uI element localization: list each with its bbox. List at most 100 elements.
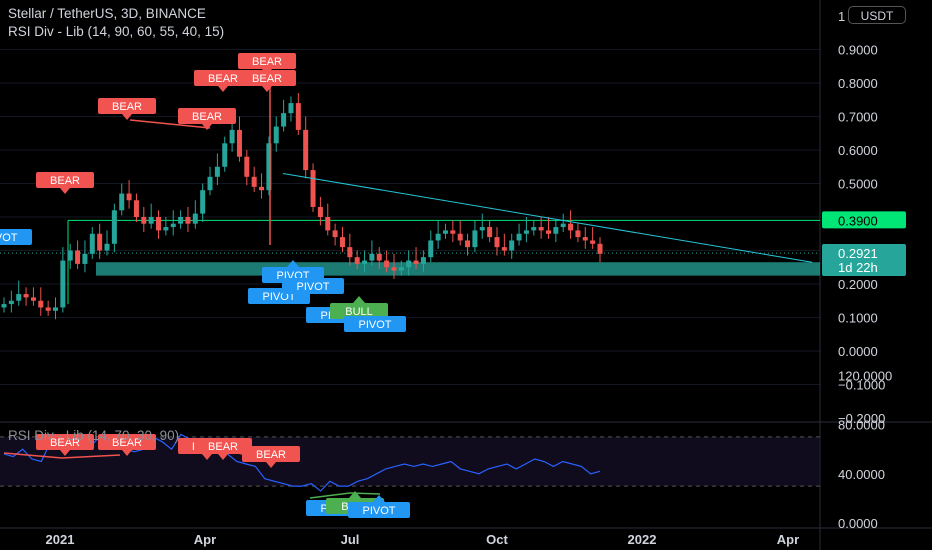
rsi-tick: 0.0000: [838, 516, 878, 531]
candle-body: [200, 190, 206, 214]
candle-body: [553, 227, 559, 234]
bull-marker-label: BULL: [345, 306, 373, 318]
bear-marker-label: BEAR: [252, 56, 282, 68]
bear-marker: [98, 98, 156, 114]
price-tick: 0.7000: [838, 110, 878, 125]
price-tick: 0.9000: [838, 43, 878, 58]
price-tick: 0.1000: [838, 311, 878, 326]
bull-marker-pointer: [349, 491, 361, 498]
candle-body: [281, 113, 287, 127]
candle-body: [597, 243, 603, 254]
time-tick: Jul: [341, 532, 360, 547]
candle-body: [30, 297, 36, 301]
candle-body: [391, 267, 397, 271]
time-tick: Apr: [777, 532, 799, 547]
pivot-marker: [348, 502, 410, 518]
candle-body: [148, 217, 154, 224]
bear-marker-label: BEAR: [252, 73, 282, 85]
bull-marker-pointer: [353, 296, 365, 303]
time-tick: Apr: [194, 532, 216, 547]
price-tick: 1: [838, 9, 845, 24]
candle-body: [531, 227, 537, 231]
rsi-divergence-line: [309, 492, 351, 499]
candle-body: [494, 237, 500, 248]
candle-body: [89, 233, 95, 254]
bull-marker: [330, 303, 388, 319]
candles: [1, 93, 603, 320]
bear-marker-label: BEAR: [112, 437, 142, 449]
last-price-text: 0.2921: [838, 246, 878, 261]
candle-body: [347, 247, 353, 258]
candle-body: [178, 217, 184, 224]
currency-button[interactable]: USDT: [848, 6, 906, 24]
candle-body: [16, 294, 22, 301]
bear-marker-label: BEAR: [208, 441, 238, 453]
candle-body: [104, 243, 110, 251]
candle-body: [435, 233, 441, 241]
bear-marker-pointer: [122, 450, 132, 456]
support-zone-box: [96, 262, 820, 276]
bear-marker-pointer: [60, 188, 70, 194]
candle-body: [398, 267, 404, 271]
candle-body: [23, 294, 29, 298]
rsi-tick: 40.0000: [838, 467, 885, 482]
candle-body: [156, 217, 162, 231]
rsi-divergence-line: [61, 454, 121, 459]
last-price-tag: [822, 244, 906, 276]
bear-marker-pointer: [60, 450, 70, 456]
bear-marker: [242, 446, 300, 462]
bear-marker-pointer: [202, 124, 212, 130]
candle-body: [126, 193, 132, 201]
time-tick: Oct: [486, 532, 508, 547]
candle-body: [163, 227, 169, 231]
pivot-marker-label: PIVOT: [0, 232, 18, 244]
candle-body: [413, 260, 419, 264]
level-price-text: 0.3900: [838, 213, 878, 228]
descending-trendline: [282, 172, 813, 263]
candle-body: [450, 230, 456, 234]
symbol-title: Stellar / TetherUS, 3D, BINANCE: [8, 6, 206, 21]
candle-body: [362, 260, 368, 264]
candle-body: [288, 103, 294, 114]
price-tick: −0.1000: [838, 378, 885, 393]
candle-body: [259, 186, 265, 191]
rsi-tick: 80.0000: [838, 418, 885, 433]
candle-body: [354, 257, 360, 264]
bear-marker-pointer: [122, 114, 132, 120]
candle-body: [82, 253, 88, 264]
signal-markers: PIVOT BEAR BEAR BEAR BEAR BEAR BEAR PIVOT PIVOT P…: [0, 53, 410, 518]
axes: 10.90000.80000.70000.60000.50000.40000.3…: [46, 9, 893, 547]
pivot-marker-label: PIVOT: [358, 319, 391, 331]
candle-body: [501, 247, 507, 251]
candle-body: [38, 300, 44, 308]
rsi-divergence-line: [3, 452, 63, 459]
price-tick: 0.6000: [838, 143, 878, 158]
candle-body: [141, 217, 147, 224]
candle-body: [560, 223, 566, 228]
bear-marker-label: BEAR: [50, 175, 80, 187]
bear-marker-label: BEAR: [256, 449, 286, 461]
price-tick: 0.8000: [838, 76, 878, 91]
candle-body: [75, 250, 81, 264]
candle-body: [229, 129, 235, 144]
price-tick: −0.2000: [838, 411, 885, 426]
candle-body: [516, 233, 522, 241]
candle-body: [119, 193, 125, 211]
candle-body: [266, 143, 272, 191]
bear-marker: [238, 53, 296, 69]
rsi-tick: 120.0000: [838, 368, 892, 383]
candle-body: [590, 240, 596, 244]
candle-body: [376, 253, 382, 261]
candle-body: [457, 233, 463, 241]
pivot-marker: [282, 278, 344, 294]
candle-body: [53, 307, 59, 311]
candle-body: [523, 230, 529, 234]
candle-body: [575, 230, 581, 238]
price-tick: 0.2000: [838, 277, 878, 292]
candle-body: [487, 227, 493, 238]
candle-body: [222, 143, 228, 167]
candle-body: [384, 260, 390, 268]
bear-marker-pointer: [218, 454, 228, 460]
